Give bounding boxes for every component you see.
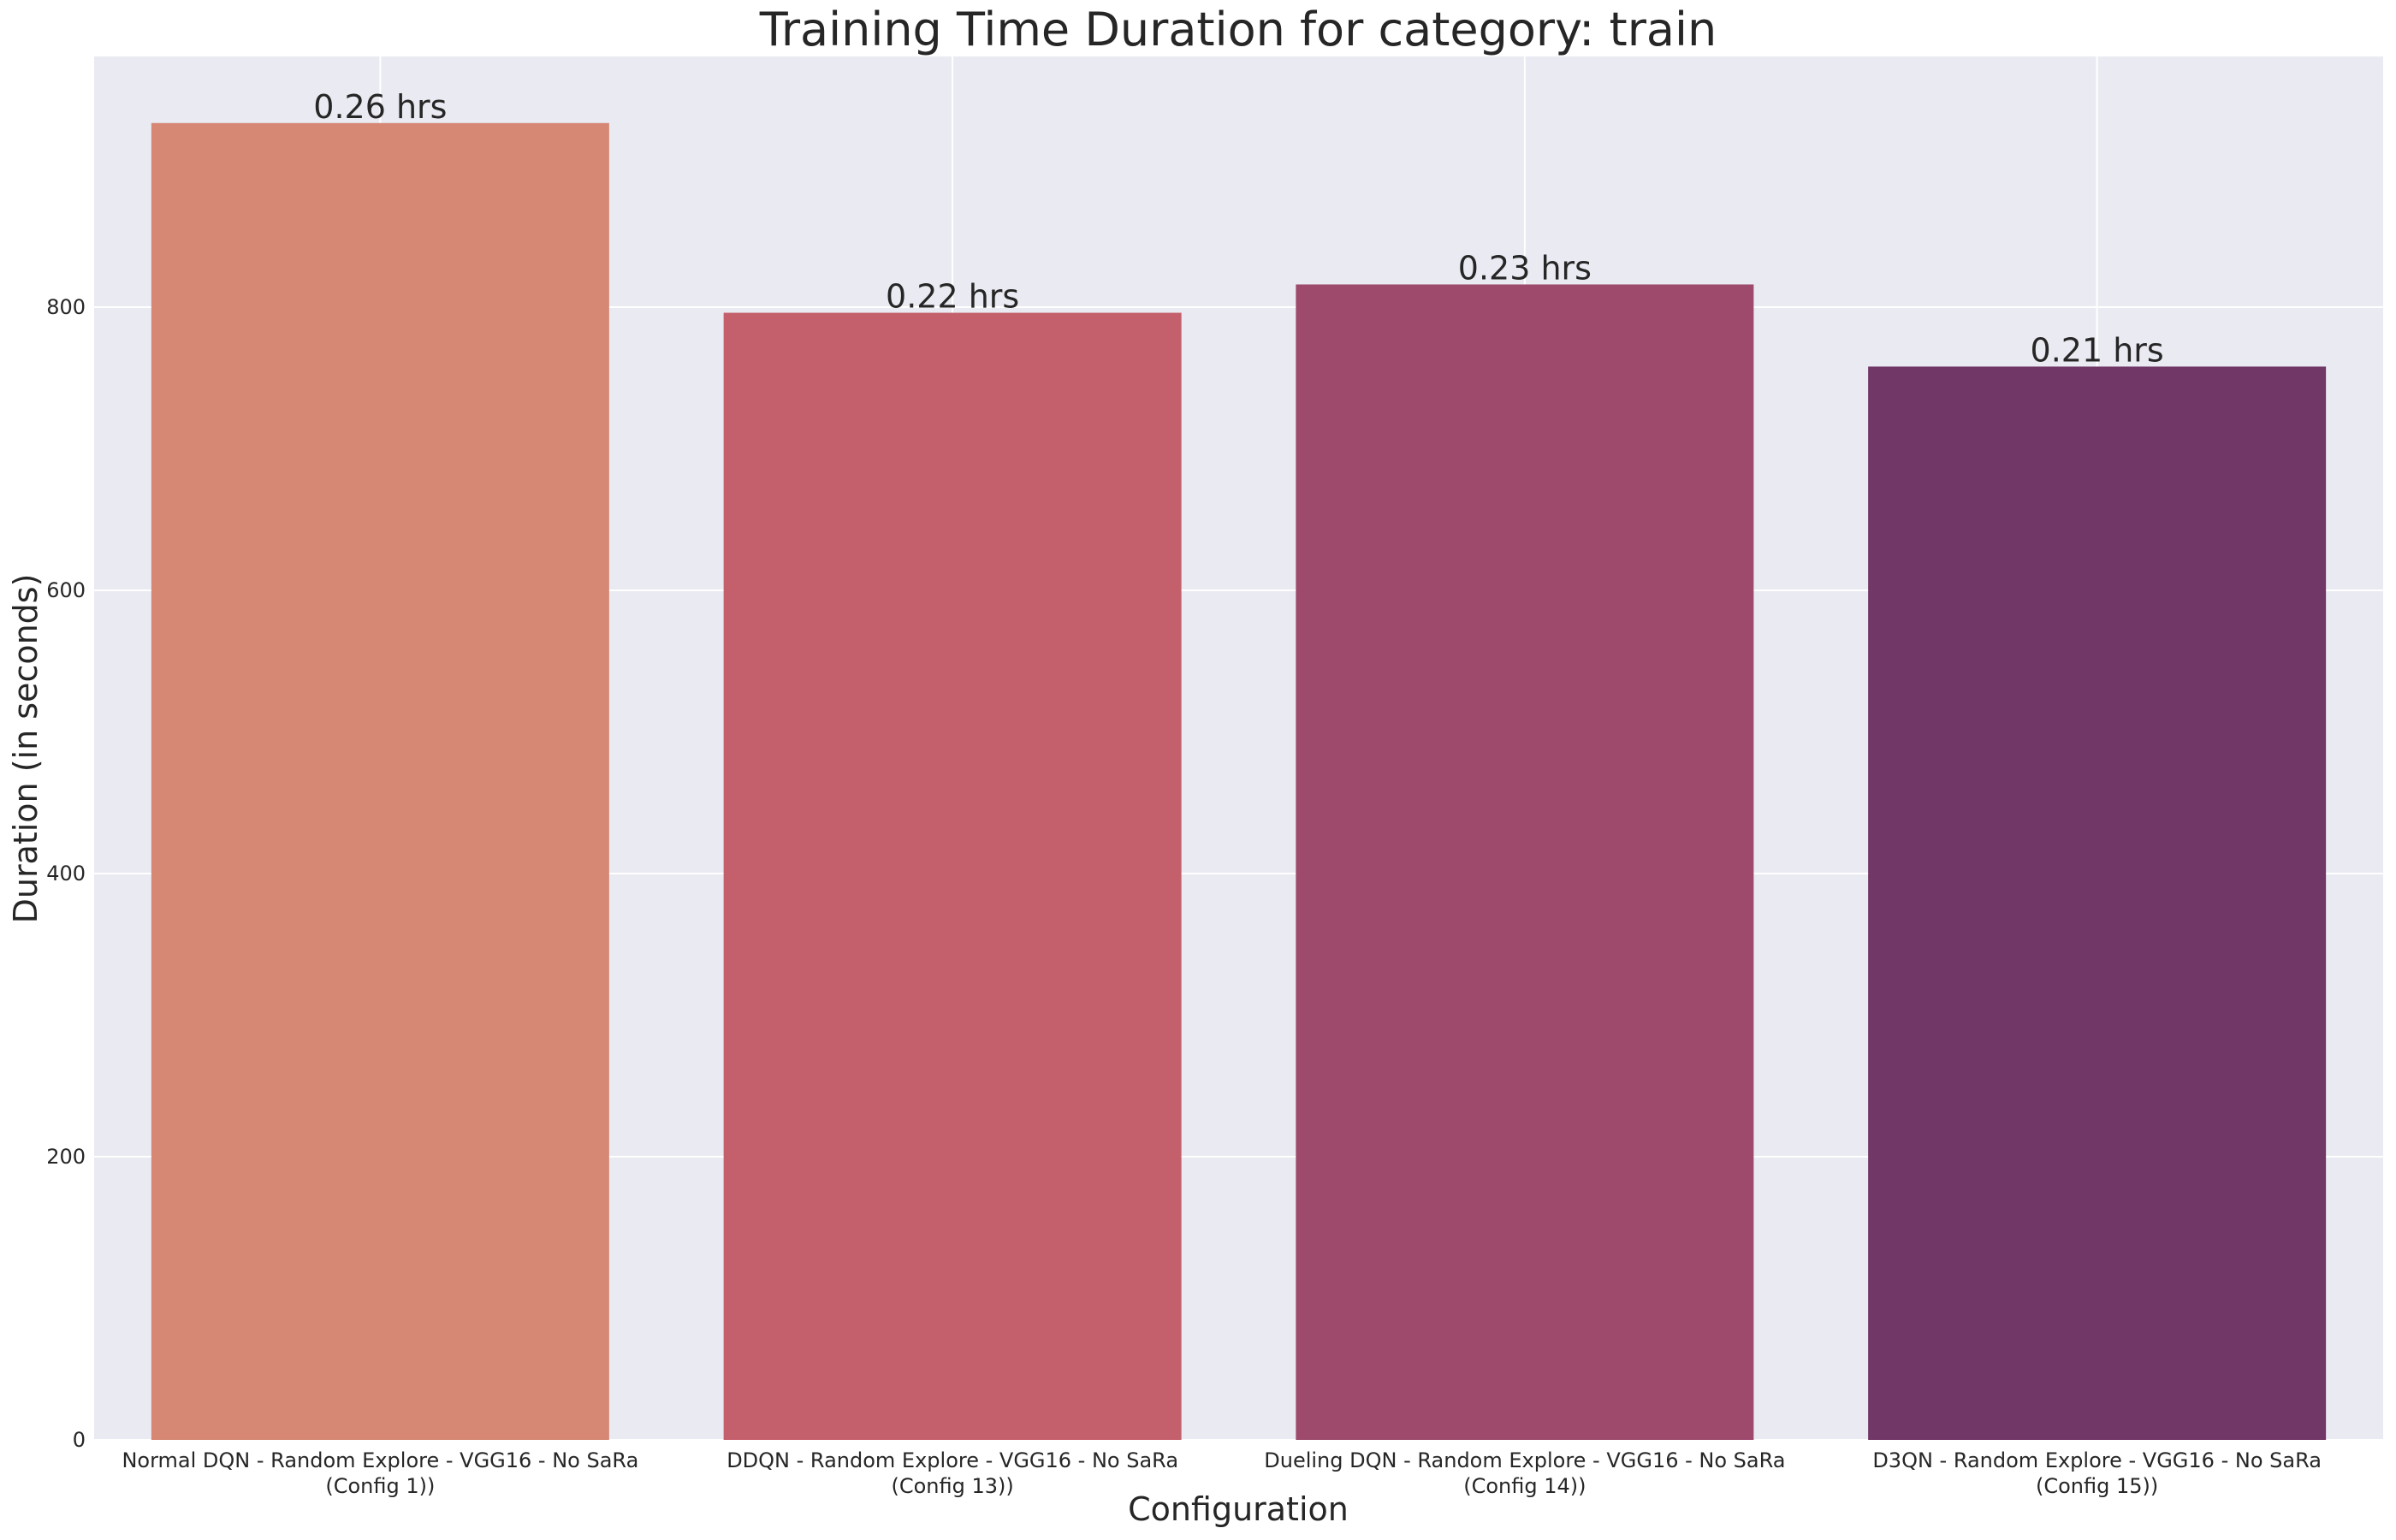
bar xyxy=(151,122,609,1441)
x-tick-label: Normal DQN - Random Explore - VGG16 - No… xyxy=(122,1448,638,1472)
y-tick-label: 400 xyxy=(46,862,86,886)
bar-data-label: 0.26 hrs xyxy=(313,88,447,126)
bar xyxy=(723,312,1182,1441)
x-tick-label: (Config 14)) xyxy=(1463,1474,1586,1498)
bar-data-label: 0.23 hrs xyxy=(1458,249,1592,287)
x-tick-label: (Config 15)) xyxy=(2036,1474,2158,1498)
bars xyxy=(151,122,2327,1441)
x-tick-label: D3QN - Random Explore - VGG16 - No SaRa xyxy=(1872,1448,2322,1472)
x-tick-label: (Config 1)) xyxy=(325,1474,435,1498)
data-labels: 0.26 hrs 0.22 hrs 0.23 hrs 0.21 hrs xyxy=(313,88,2163,370)
x-tick-label: DDQN - Random Explore - VGG16 - No SaRa xyxy=(727,1448,1178,1472)
bar-data-label: 0.22 hrs xyxy=(886,278,1019,316)
chart-title: Training Time Duration for category: tra… xyxy=(759,3,1717,56)
y-tick-label: 600 xyxy=(46,578,86,602)
y-tick-label: 800 xyxy=(46,295,86,319)
bar xyxy=(1296,284,1754,1440)
x-tick-label: Dueling DQN - Random Explore - VGG16 - N… xyxy=(1264,1448,1785,1472)
y-tick-labels: 0 200 400 600 800 xyxy=(46,295,86,1452)
y-axis-label: Duration (in seconds) xyxy=(7,574,44,924)
bar-data-label: 0.21 hrs xyxy=(2031,331,2164,369)
y-tick-label: 0 xyxy=(73,1428,86,1452)
x-axis-label: Configuration xyxy=(1128,1490,1349,1528)
bar xyxy=(1868,366,2327,1440)
x-tick-label: (Config 13)) xyxy=(891,1474,1013,1498)
y-tick-label: 200 xyxy=(46,1145,86,1169)
x-tick-labels: Normal DQN - Random Explore - VGG16 - No… xyxy=(122,1448,2321,1498)
